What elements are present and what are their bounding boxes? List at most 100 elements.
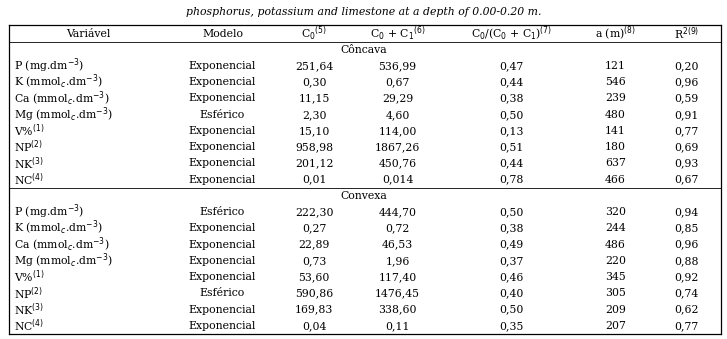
Text: 0,44: 0,44 — [499, 158, 523, 168]
Text: 0,67: 0,67 — [385, 77, 410, 87]
Text: 0,93: 0,93 — [675, 158, 699, 168]
Text: Exponencial: Exponencial — [189, 223, 256, 233]
Text: 958,98: 958,98 — [295, 142, 333, 152]
Text: 0,92: 0,92 — [675, 272, 699, 282]
Text: 180: 180 — [605, 142, 626, 152]
Text: Ca (mmol$_c$.dm$^{-3}$): Ca (mmol$_c$.dm$^{-3}$) — [14, 89, 109, 107]
Text: 0,73: 0,73 — [302, 256, 326, 266]
Text: P (mg.dm$^{-3}$): P (mg.dm$^{-3}$) — [14, 203, 84, 221]
Text: 222,30: 222,30 — [295, 207, 333, 217]
Text: 0,72: 0,72 — [385, 223, 410, 233]
Text: NC$^{(4)}$: NC$^{(4)}$ — [14, 172, 44, 188]
Text: NK$^{(3)}$: NK$^{(3)}$ — [14, 301, 44, 318]
Text: Exponencial: Exponencial — [189, 61, 256, 71]
Text: 0,88: 0,88 — [675, 256, 699, 266]
Text: 637: 637 — [605, 158, 626, 168]
Text: 0,13: 0,13 — [499, 126, 523, 136]
Text: 450,76: 450,76 — [379, 158, 417, 168]
Text: 0,74: 0,74 — [675, 288, 699, 298]
Text: 117,40: 117,40 — [378, 272, 417, 282]
Text: 0,51: 0,51 — [499, 142, 523, 152]
Text: Côncava: Côncava — [340, 45, 387, 55]
Text: 0,78: 0,78 — [499, 175, 523, 185]
Text: 0,49: 0,49 — [499, 240, 523, 250]
Text: 546: 546 — [605, 77, 626, 87]
Text: 0,77: 0,77 — [675, 321, 699, 331]
Text: 0,46: 0,46 — [499, 272, 523, 282]
Text: Esférico: Esférico — [200, 207, 245, 217]
Text: V%$^{(1)}$: V%$^{(1)}$ — [14, 269, 44, 285]
Text: 0,96: 0,96 — [675, 240, 699, 250]
Text: 1867,26: 1867,26 — [375, 142, 420, 152]
Text: 338,60: 338,60 — [378, 304, 417, 315]
Text: Exponencial: Exponencial — [189, 272, 256, 282]
Text: 0,11: 0,11 — [385, 321, 410, 331]
Text: Mg (mmol$_c$.dm$^{-3}$): Mg (mmol$_c$.dm$^{-3}$) — [14, 105, 113, 124]
Text: 0,37: 0,37 — [499, 256, 523, 266]
Text: Exponencial: Exponencial — [189, 256, 256, 266]
Text: 121: 121 — [605, 61, 626, 71]
Text: Exponencial: Exponencial — [189, 126, 256, 136]
Text: 590,86: 590,86 — [295, 288, 333, 298]
Text: 345: 345 — [605, 272, 626, 282]
Text: 0,50: 0,50 — [499, 207, 523, 217]
Text: Exponencial: Exponencial — [189, 175, 256, 185]
Text: Exponencial: Exponencial — [189, 240, 256, 250]
Text: 53,60: 53,60 — [298, 272, 330, 282]
Text: 0,35: 0,35 — [499, 321, 523, 331]
Text: 320: 320 — [605, 207, 626, 217]
Text: 0,77: 0,77 — [675, 126, 699, 136]
Text: Exponencial: Exponencial — [189, 77, 256, 87]
Text: 0,50: 0,50 — [499, 304, 523, 315]
Text: 244: 244 — [605, 223, 626, 233]
Text: 480: 480 — [605, 110, 626, 120]
Text: 0,38: 0,38 — [499, 223, 523, 233]
Text: NK$^{(3)}$: NK$^{(3)}$ — [14, 155, 44, 172]
Text: 11,15: 11,15 — [298, 94, 330, 103]
Text: C$_0$ + C$_1$$^{(6)}$: C$_0$ + C$_1$$^{(6)}$ — [370, 24, 425, 43]
Text: 0,38: 0,38 — [499, 94, 523, 103]
Text: 0,91: 0,91 — [675, 110, 699, 120]
Text: Ca (mmol$_c$.dm$^{-3}$): Ca (mmol$_c$.dm$^{-3}$) — [14, 236, 109, 254]
Text: a (m)$^{(8)}$: a (m)$^{(8)}$ — [595, 24, 636, 43]
Text: Mg (mmol$_c$.dm$^{-3}$): Mg (mmol$_c$.dm$^{-3}$) — [14, 252, 113, 270]
Text: 0,67: 0,67 — [675, 175, 699, 185]
Text: Exponencial: Exponencial — [189, 158, 256, 168]
Text: 29,29: 29,29 — [382, 94, 413, 103]
Text: 0,62: 0,62 — [675, 304, 699, 315]
Text: NP$^{(2)}$: NP$^{(2)}$ — [14, 285, 43, 302]
Text: R$^{2(9)}$: R$^{2(9)}$ — [674, 25, 699, 42]
Text: Convexa: Convexa — [340, 191, 387, 201]
Text: 0,96: 0,96 — [675, 77, 699, 87]
Text: 0,40: 0,40 — [499, 288, 523, 298]
Text: 444,70: 444,70 — [379, 207, 417, 217]
Text: 251,64: 251,64 — [295, 61, 333, 71]
Text: Exponencial: Exponencial — [189, 304, 256, 315]
Text: 0,30: 0,30 — [302, 77, 326, 87]
Text: 0,014: 0,014 — [382, 175, 413, 185]
Text: Exponencial: Exponencial — [189, 142, 256, 152]
Text: 0,50: 0,50 — [499, 110, 523, 120]
Text: 0,59: 0,59 — [675, 94, 699, 103]
Text: Exponencial: Exponencial — [189, 321, 256, 331]
Text: Esférico: Esférico — [200, 288, 245, 298]
Text: 15,10: 15,10 — [298, 126, 330, 136]
Text: 141: 141 — [605, 126, 626, 136]
Text: 0,47: 0,47 — [499, 61, 523, 71]
Text: 1,96: 1,96 — [385, 256, 410, 266]
Text: Exponencial: Exponencial — [189, 94, 256, 103]
Text: 209: 209 — [605, 304, 626, 315]
Text: 0,44: 0,44 — [499, 77, 523, 87]
Text: C$_0$$^{(5)}$: C$_0$$^{(5)}$ — [301, 24, 327, 43]
Text: C$_0$/(C$_0$ + C$_1$)$^{(7)}$: C$_0$/(C$_0$ + C$_1$)$^{(7)}$ — [471, 24, 552, 43]
Text: 207: 207 — [605, 321, 626, 331]
Text: Variável: Variável — [66, 28, 111, 39]
Text: 536,99: 536,99 — [379, 61, 417, 71]
Text: 4,60: 4,60 — [385, 110, 410, 120]
Text: phosphorus, potassium and limestone at a depth of 0.00-0.20 m.: phosphorus, potassium and limestone at a… — [186, 7, 541, 17]
Text: 466: 466 — [605, 175, 626, 185]
Text: 169,83: 169,83 — [295, 304, 333, 315]
Text: 0,69: 0,69 — [675, 142, 699, 152]
Text: 0,27: 0,27 — [302, 223, 326, 233]
Text: K (mmol$_c$.dm$^{-3}$): K (mmol$_c$.dm$^{-3}$) — [14, 73, 103, 91]
